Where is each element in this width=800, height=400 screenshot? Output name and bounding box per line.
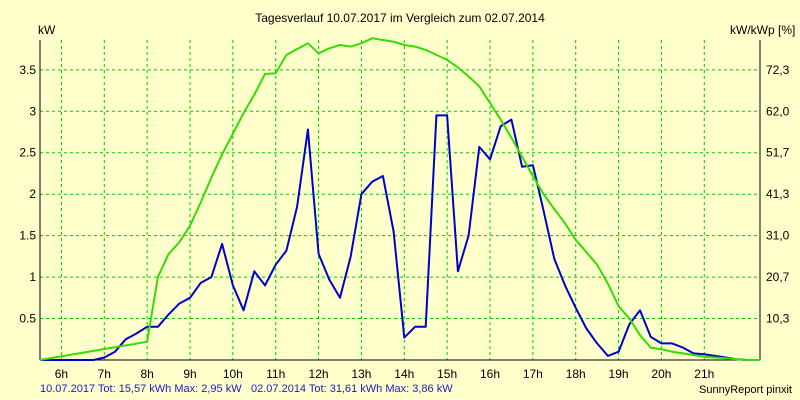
- x-tick-label: 21h: [694, 367, 714, 381]
- x-tick-label: 15h: [437, 367, 457, 381]
- y-tick-label-left: 2.5: [19, 146, 36, 160]
- x-tick-label: 11h: [266, 367, 285, 381]
- y-tick-label-right: 41,3: [766, 187, 790, 201]
- y-tick-label-right: 62,0: [766, 104, 790, 118]
- series-line-1: [39, 37, 760, 361]
- y-tick-label-left: 2: [29, 187, 36, 201]
- x-tick-label: 17h: [523, 367, 543, 381]
- x-tick-label: 7h: [98, 367, 111, 381]
- y-tick-label-right: 31,0: [766, 229, 790, 243]
- grid-lines: [40, 40, 760, 360]
- x-tick-label: 19h: [609, 367, 629, 381]
- x-tick-label: 18h: [566, 367, 586, 381]
- footer-series-2014: 02.07.2014 Tot: 31,61 kWh Max: 3,86 kW: [251, 383, 453, 395]
- series-lines: [39, 37, 760, 361]
- y-tick-label-left: 3: [29, 104, 36, 118]
- x-tick-label: 14h: [394, 367, 414, 381]
- series-line-0: [40, 114, 760, 361]
- x-tick-label: 8h: [140, 367, 153, 381]
- x-tick-label: 12h: [309, 367, 329, 381]
- y-tick-label-right: 51,7: [766, 146, 790, 160]
- axes: [39, 40, 761, 361]
- y-tick-label-left: 1: [29, 270, 36, 284]
- y-tick-label-left: 0.5: [19, 312, 36, 326]
- x-tick-label: 9h: [183, 367, 196, 381]
- y-tick-label-right: 72,3: [766, 63, 790, 77]
- x-tick-label: 10h: [223, 367, 243, 381]
- tick-labels: 6h 7h 8h 9h 10h 11h 12h 13h 14h 15h 16h 17h 18h 19h 20…: [19, 63, 789, 381]
- x-tick-label: 16h: [480, 367, 500, 381]
- chart-title: Tagesverlauf 10.07.2017 im Vergleich zum…: [255, 11, 545, 25]
- y-tick-label-left: 3.5: [19, 63, 36, 77]
- y-axis-label-left: kW: [38, 23, 56, 37]
- x-tick-label: 20h: [651, 367, 671, 381]
- footer-series-2017: 10.07.2017 Tot: 15,57 kWh Max: 2,95 kW: [40, 383, 242, 395]
- x-tick-label: 6h: [55, 367, 68, 381]
- y-tick-label-right: 20,7: [766, 270, 790, 284]
- x-tick-label: 13h: [351, 367, 371, 381]
- footer-credit: SunnyReport pinxit: [699, 384, 792, 396]
- y-axis-label-right: kW/kWp [%]: [730, 23, 795, 37]
- y-tick-label-right: 10,3: [766, 312, 790, 326]
- y-tick-label-left: 1.5: [19, 229, 36, 243]
